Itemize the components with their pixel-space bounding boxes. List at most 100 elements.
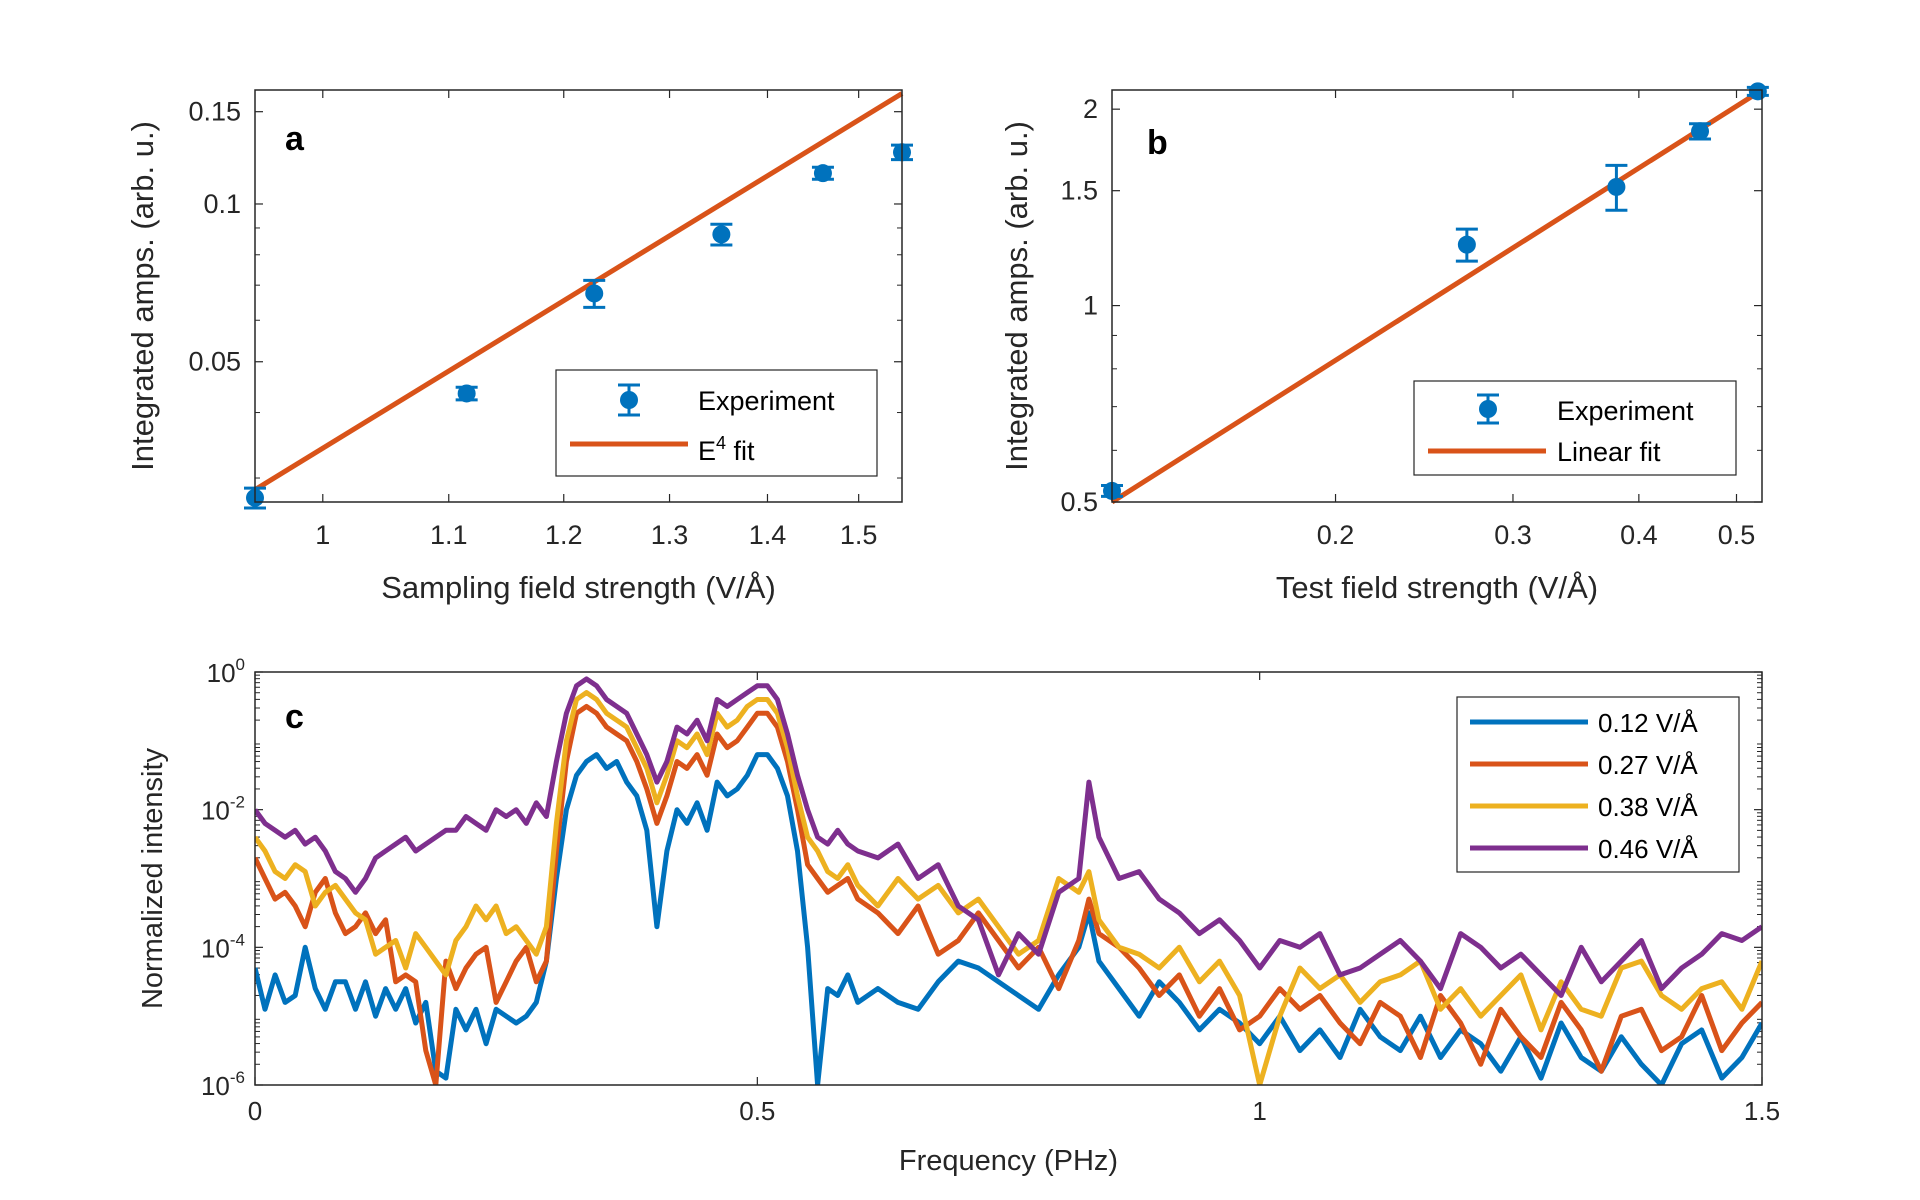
panel-c-label: c xyxy=(285,698,304,736)
panel-b-axes-box xyxy=(1111,89,1763,503)
panel-c-legend-label: 0.38 V/Å xyxy=(1598,792,1698,822)
panel-a-data-point xyxy=(710,222,733,247)
panel-a-y-tick-label: 0.05 xyxy=(188,347,241,377)
panel-c-x-tick-label: 1 xyxy=(1252,1096,1266,1126)
panel-a: 1 1.1 1.2 1.3 1.4 1.5 0.05 0.1 0.15 a Sampling f… xyxy=(125,89,913,605)
panel-c-y-tick-label: 10-2 xyxy=(201,793,245,826)
panel-c-y-tick-base: 10 xyxy=(201,796,230,826)
panel-c-y-tick-base: 10 xyxy=(201,933,230,963)
panel-c-series-line xyxy=(255,690,1762,1085)
panel-a-x-axis-label: Sampling field strength (V/Å) xyxy=(381,570,776,605)
panel-a-point-marker xyxy=(585,284,604,303)
panel-a-data-point xyxy=(455,384,478,403)
panel-a-x-tick-label: 1 xyxy=(315,520,330,550)
panel-b-y-axis-label: Integrated amps. (arb. u.) xyxy=(999,121,1034,471)
panel-a-legend-experiment: Experiment xyxy=(698,386,835,416)
panel-c-y-tick-label: 10-4 xyxy=(201,930,245,963)
panel-b-data-point xyxy=(1455,227,1478,263)
panel-a-x-tick-label: 1.2 xyxy=(545,520,583,550)
panel-a-axes-box xyxy=(254,89,903,503)
panel-a-x-tick-label: 1.4 xyxy=(749,520,787,550)
panel-c-x-axis-label: Frequency (PHz) xyxy=(899,1145,1118,1177)
panel-b: 0.2 0.3 0.4 0.5 0.5 1 1.5 2 b Test field streng… xyxy=(999,82,1769,605)
panel-a-label: a xyxy=(285,120,305,158)
panel-b-fit-line xyxy=(1110,87,1764,505)
panel-c-y-tick-exponent: 0 xyxy=(236,655,245,674)
panel-a-point-marker xyxy=(712,225,731,244)
panel-c-legend-item: 0.12 V/Å xyxy=(1470,708,1698,738)
panel-a-data-point xyxy=(811,164,834,183)
panel-b-y-tick-label: 0.5 xyxy=(1060,487,1098,517)
panel-c-y-tick-label: 100 xyxy=(207,655,245,688)
panel-a-legend: Experiment E4 fit xyxy=(555,369,878,477)
panel-c-legend-item: 0.38 V/Å xyxy=(1470,792,1698,822)
panel-a-legend-box xyxy=(555,369,878,477)
panel-c-x-tick-label: 0.5 xyxy=(739,1096,775,1126)
panel-c-x-tick-label: 0 xyxy=(248,1096,262,1126)
panel-a-legend-fit-exponent: 4 xyxy=(716,433,726,453)
panel-b-point-marker xyxy=(1748,82,1767,101)
panel-c-x-tick-label: 1.5 xyxy=(1744,1096,1780,1126)
panel-a-x-tick-label: 1.5 xyxy=(840,520,878,550)
panel-a-ticks: 1 1.1 1.2 1.3 1.4 1.5 0.05 0.1 0.15 xyxy=(188,90,902,550)
panel-a-x-tick-label: 1.1 xyxy=(430,520,468,550)
panel-b-x-tick-label: 0.2 xyxy=(1317,520,1355,550)
panel-a-legend-fit-base: E xyxy=(698,436,716,466)
panel-a-x-tick-label: 1.3 xyxy=(651,520,689,550)
panel-a-legend-marker xyxy=(620,391,638,409)
panel-a-point-marker xyxy=(813,164,832,183)
panel-b-legend-box xyxy=(1413,380,1737,476)
panel-c-y-tick-exponent: -4 xyxy=(230,930,245,949)
panel-c-legend-label: 0.12 V/Å xyxy=(1598,708,1698,738)
panel-c-legend-item: 0.27 V/Å xyxy=(1470,750,1698,780)
panel-c-y-tick-exponent: -6 xyxy=(230,1068,245,1087)
panel-a-fit-line xyxy=(253,91,904,492)
panel-b-legend-fit: Linear fit xyxy=(1557,437,1661,467)
panel-c-legend-label: 0.27 V/Å xyxy=(1598,750,1698,780)
panel-b-y-tick-label: 1 xyxy=(1083,291,1098,321)
panel-c-data xyxy=(255,676,1762,1085)
panel-b-data-point xyxy=(1605,163,1628,212)
panel-c-y-tick-base: 10 xyxy=(201,1071,230,1101)
panel-c-legend-items: 0.12 V/Å 0.27 V/Å 0.38 V/Å 0.46 V/Å xyxy=(1470,708,1698,864)
panel-c-legend-box xyxy=(1456,696,1740,873)
panel-b-y-tick-label: 1.5 xyxy=(1060,176,1098,206)
panel-c-y-axis-label: Normalized intensity xyxy=(137,747,169,1009)
panel-b-point-marker xyxy=(1457,235,1476,254)
panel-c-legend-label: 0.46 V/Å xyxy=(1598,834,1698,864)
panel-c-y-tick-label: 10-6 xyxy=(201,1068,245,1101)
panel-b-data-point xyxy=(1689,122,1712,141)
panel-b-label: b xyxy=(1147,124,1168,162)
panel-b-point-marker xyxy=(1691,122,1710,141)
panel-b-legend-marker xyxy=(1479,400,1497,418)
panel-c-series-line xyxy=(255,676,1762,998)
panel-c-axes-box xyxy=(254,671,1763,1086)
panel-c-legend: 0.12 V/Å 0.27 V/Å 0.38 V/Å 0.46 V/Å xyxy=(1456,696,1740,873)
panel-a-y-tick-label: 0.1 xyxy=(203,189,241,219)
panel-a-legend-errorbar-marker xyxy=(618,383,640,417)
panel-b-x-tick-label: 0.4 xyxy=(1620,520,1658,550)
panel-b-y-tick-label: 2 xyxy=(1083,94,1098,124)
panel-a-y-axis-label: Integrated amps. (arb. u.) xyxy=(125,121,160,471)
panel-b-point-marker xyxy=(1607,177,1626,196)
panel-a-data-point xyxy=(583,278,606,309)
panel-b-x-tick-label: 0.3 xyxy=(1494,520,1532,550)
panel-b-data xyxy=(1101,82,1769,505)
panel-c-legend-item: 0.46 V/Å xyxy=(1470,834,1698,864)
panel-b-x-axis-label: Test field strength (V/Å) xyxy=(1276,570,1598,605)
panel-b-ticks: 0.2 0.3 0.4 0.5 0.5 1 1.5 2 xyxy=(1060,90,1762,550)
panel-c-y-tick-exponent: -2 xyxy=(230,793,245,812)
panel-b-x-tick-label: 0.5 xyxy=(1718,520,1756,550)
panel-a-y-tick-label: 0.15 xyxy=(188,97,241,127)
panel-a-legend-fit: E4 fit xyxy=(698,433,755,466)
panel-c-series-line xyxy=(255,752,1762,1085)
panel-b-legend-errorbar-marker xyxy=(1477,393,1499,425)
panel-a-point-marker xyxy=(457,384,476,403)
panel-c-series-line xyxy=(255,703,1762,1085)
panel-c-y-tick-base: 10 xyxy=(207,658,236,688)
panel-b-legend: Experiment Linear fit xyxy=(1413,380,1737,476)
panel-b-legend-experiment: Experiment xyxy=(1557,396,1694,426)
panel-a-legend-fit-suffix: fit xyxy=(726,436,755,466)
